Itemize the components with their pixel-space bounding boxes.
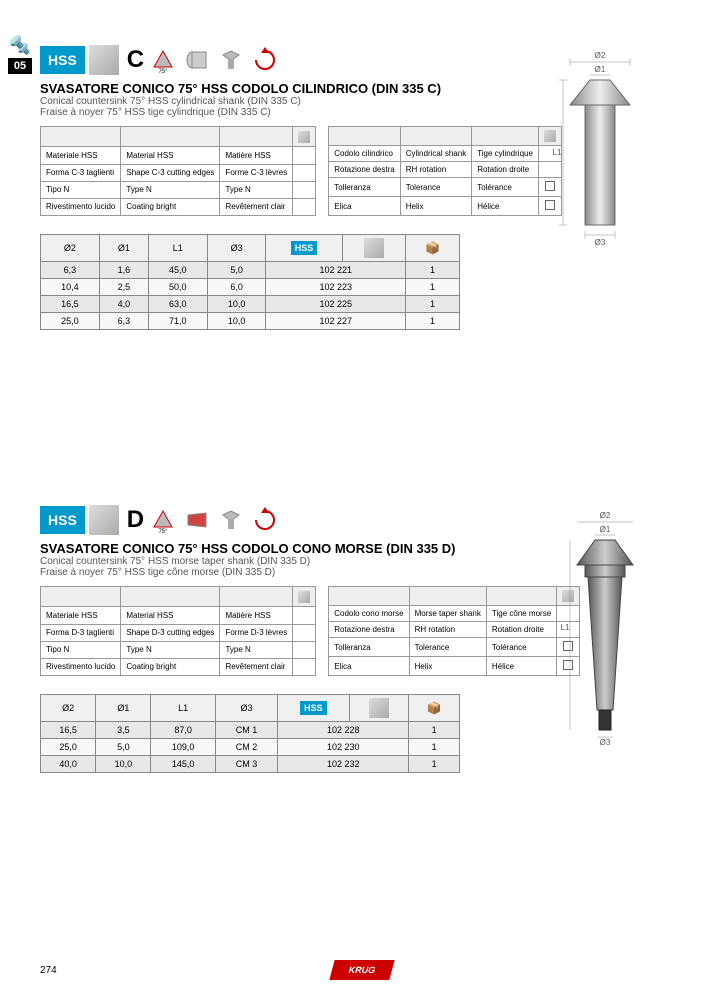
data-rows-c: 6,31,645,05,0102 2211 10,42,550,06,0102 … xyxy=(41,262,460,330)
table-row: 40,010,0145,0CM 3102 2321 xyxy=(41,756,460,773)
hss-badge: HSS xyxy=(40,506,85,534)
form-letter: C xyxy=(127,46,144,74)
col-pkg: 📦 xyxy=(406,235,460,262)
col-d1: Ø1 xyxy=(96,695,151,722)
brand-logo: KRUG xyxy=(329,960,394,980)
table-row: 6,31,645,05,0102 2211 xyxy=(41,262,460,279)
svg-text:Ø3: Ø3 xyxy=(595,238,606,247)
col-hss: HSS xyxy=(278,695,349,722)
col-hss: HSS xyxy=(266,235,342,262)
tool-icon xyxy=(216,45,246,75)
rotation-icon xyxy=(250,505,280,535)
morse-shank-icon xyxy=(182,505,212,535)
info-table-2: Codolo cilindricoCylindrical shankTige c… xyxy=(328,126,562,216)
info-table-1: Materiale HSSMaterial HSSMatière HSS For… xyxy=(40,586,316,676)
svg-text:L1: L1 xyxy=(553,148,562,157)
shank-icon xyxy=(182,45,212,75)
hss-badge: HSS xyxy=(40,46,85,74)
svg-text:75°: 75° xyxy=(159,529,169,533)
col-l1: L1 xyxy=(151,695,215,722)
col-l1: L1 xyxy=(148,235,207,262)
drill-icon: 🔩 xyxy=(8,35,32,56)
data-rows-d: 16,53,587,0CM 1102 2281 25,05,0109,0CM 2… xyxy=(41,722,460,773)
footer: 274 KRUG xyxy=(40,960,667,980)
table-row: 16,53,587,0CM 1102 2281 xyxy=(41,722,460,739)
svg-text:Ø3: Ø3 xyxy=(600,738,611,747)
diagram-d: Ø2 Ø1 L1 Ø3 xyxy=(555,510,655,753)
data-table-c: Ø2 Ø1 L1 Ø3 HSS 📦 6,31,645,05,0102 2211 … xyxy=(40,234,460,330)
table-row: 10,42,550,06,0102 2231 xyxy=(41,279,460,296)
svg-text:Ø1: Ø1 xyxy=(600,525,611,534)
col-d2: Ø2 xyxy=(41,695,96,722)
sidebar-tab: 🔩 05 xyxy=(8,35,32,74)
col-d1: Ø1 xyxy=(99,235,148,262)
svg-text:L1: L1 xyxy=(561,623,570,632)
col-pkg: 📦 xyxy=(409,695,460,722)
col-d2: Ø2 xyxy=(41,235,100,262)
rotation-icon xyxy=(250,45,280,75)
svg-text:Ø2: Ø2 xyxy=(595,51,606,60)
form-letter: D xyxy=(127,506,144,534)
table-row: 25,05,0109,0CM 2102 2301 xyxy=(41,739,460,756)
col-finish xyxy=(349,695,409,722)
diagram-c: Ø2 Ø1 L1 Ø3 xyxy=(545,50,655,253)
info-table-2: Codolo cono morseMorse taper shankTige c… xyxy=(328,586,580,676)
finish-icon xyxy=(89,505,119,535)
angle-icon: 75° xyxy=(148,505,178,535)
table-row: 25,06,371,010,0102 2271 xyxy=(41,313,460,330)
col-d3: Ø3 xyxy=(215,695,277,722)
tool-icon xyxy=(216,505,246,535)
finish-icon xyxy=(89,45,119,75)
angle-icon: 75° xyxy=(148,45,178,75)
svg-text:Ø1: Ø1 xyxy=(595,65,606,74)
data-table-d: Ø2 Ø1 L1 Ø3 HSS 📦 16,53,587,0CM 1102 228… xyxy=(40,694,460,773)
col-d3: Ø3 xyxy=(207,235,266,262)
section-number: 05 xyxy=(8,58,32,74)
table-row: 16,54,063,010,0102 2251 xyxy=(41,296,460,313)
info-table-1: Materiale HSSMaterial HSSMatière HSS For… xyxy=(40,126,316,216)
page-number: 274 xyxy=(40,965,57,976)
svg-text:75°: 75° xyxy=(159,69,169,73)
col-finish xyxy=(342,235,406,262)
svg-text:Ø2: Ø2 xyxy=(600,511,611,520)
